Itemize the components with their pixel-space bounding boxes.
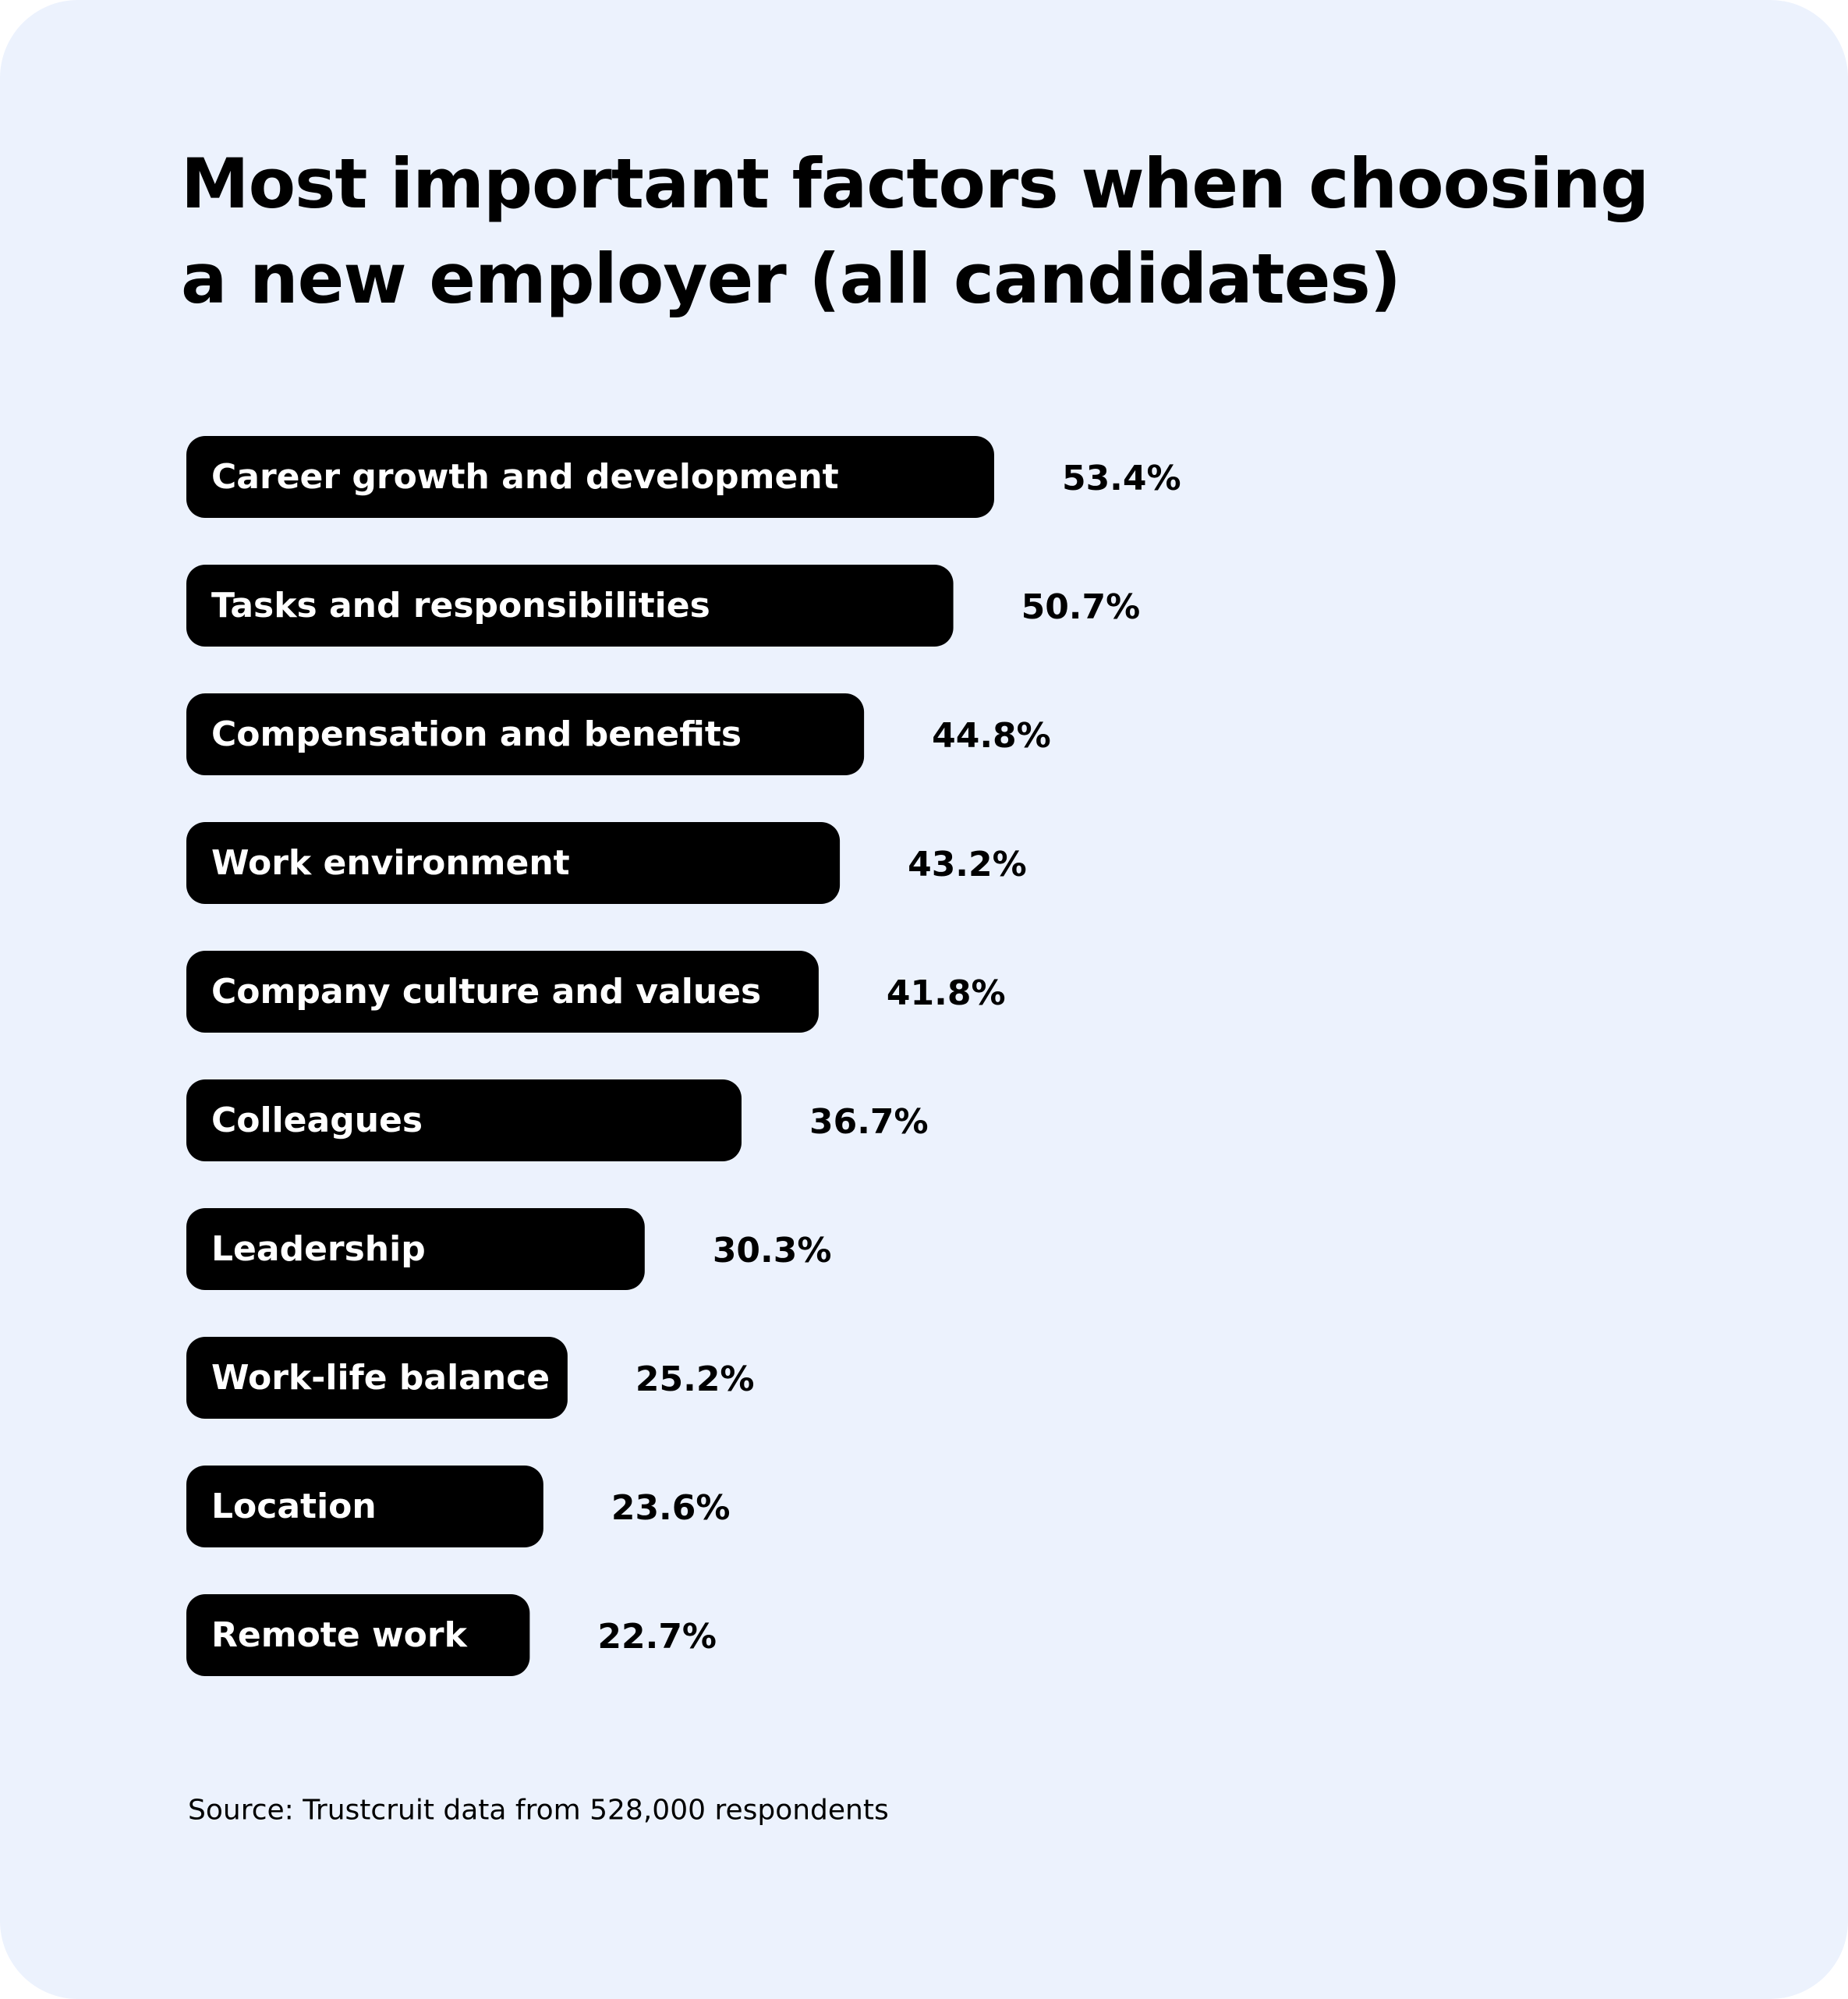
value-label: 41.8% [887,973,1006,1013]
chart-title: Most important factors when choosing a n… [181,144,1649,319]
value-label: 50.7% [1021,587,1141,627]
value-label: 23.6% [611,1488,731,1528]
bar [186,1208,645,1290]
bar [186,822,841,904]
bar-category-label: Tasks and responsibilities [211,586,710,626]
bar-category-label: Colleagues [211,1101,423,1140]
bar [186,1079,742,1161]
bar-category-label: Remote work [211,1615,469,1655]
bar-category-label: Work-life balance [211,1358,550,1398]
value-label: 30.3% [713,1231,832,1271]
value-label: 22.7% [597,1617,717,1657]
bar [186,693,865,775]
value-label: 53.4% [1062,459,1181,498]
value-label: 43.2% [908,845,1027,884]
bar-category-label: Location [211,1487,377,1526]
source-note: Source: Trustcruit data from 528,000 res… [188,1795,889,1827]
bar [186,1337,568,1419]
value-label: 36.7% [809,1102,929,1142]
bar-category-label: Leadership [211,1229,426,1269]
bar [186,436,994,518]
bar-category-label: Company culture and values [211,972,761,1012]
value-label: 44.8% [932,716,1051,756]
bar [186,1466,543,1547]
bar [186,565,954,647]
bar-category-label: Career growth and development [211,457,839,497]
bar [186,951,819,1033]
bar-category-label: Work environment [211,843,570,883]
bar-category-label: Compensation and benefits [211,714,742,754]
bar [186,1594,530,1676]
value-label: 25.2% [635,1359,755,1399]
